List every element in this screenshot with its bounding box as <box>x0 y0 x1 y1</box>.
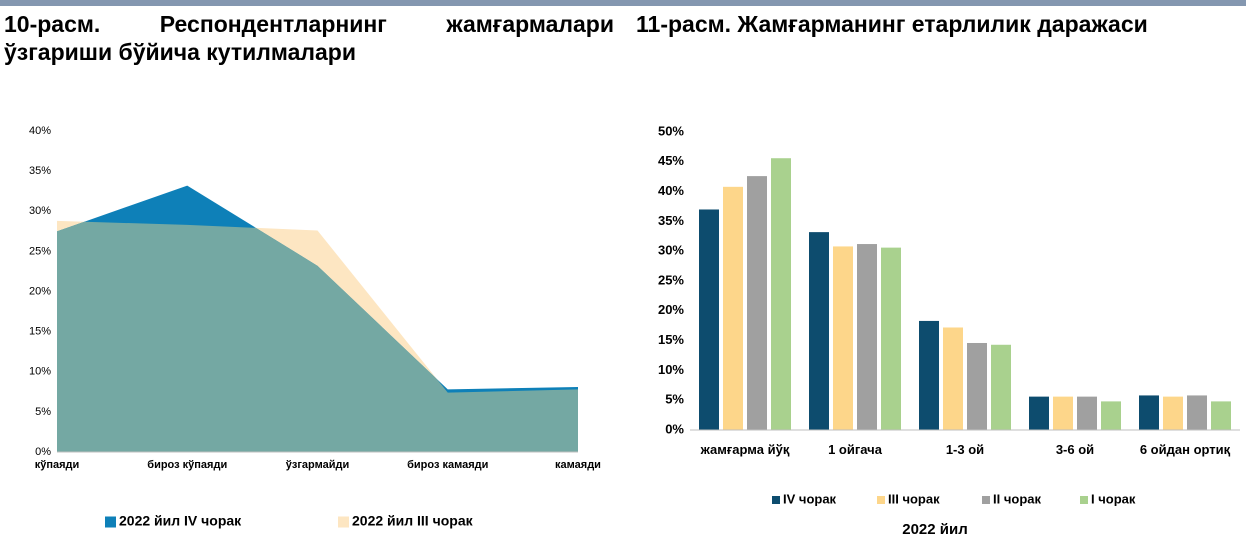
x-tick-label: бироз камаяди <box>407 459 489 471</box>
y-tick-label: 20% <box>658 302 684 317</box>
y-tick-label: 25% <box>658 272 684 287</box>
bar <box>833 246 853 430</box>
chart-title: 11-расм. Жамғарманинг етарлилик даражаси <box>636 11 1148 37</box>
bar <box>991 344 1011 430</box>
bar <box>919 320 939 430</box>
y-tick-label: 40% <box>658 183 684 198</box>
x-tick-label: 6 ойдан ортиқ <box>1139 442 1231 457</box>
x-tick-label: 1 ойгача <box>828 442 882 457</box>
x-tick-label: камаяди <box>555 459 601 471</box>
bar <box>723 186 743 430</box>
bar <box>857 244 877 430</box>
bar <box>967 342 987 430</box>
legend-swatch <box>1080 496 1088 504</box>
legend-swatch <box>877 496 885 504</box>
x-tick-label: жамғарма йўқ <box>700 442 790 457</box>
y-tick-label: 35% <box>658 213 684 228</box>
bar <box>1211 401 1231 430</box>
y-tick-label: 0% <box>35 446 51 458</box>
y-tick-label: 0% <box>665 421 684 436</box>
y-tick-label: 30% <box>658 243 684 258</box>
legend-swatch <box>772 496 780 504</box>
bar <box>699 209 719 430</box>
bar <box>943 327 963 430</box>
y-tick-label: 10% <box>29 366 51 378</box>
top-border <box>0 0 1246 6</box>
chart-title: 10-расм. Респондентларнинг жамғармалари … <box>4 11 614 65</box>
legend-swatch <box>982 496 990 504</box>
y-tick-label: 25% <box>29 245 51 257</box>
bar <box>1077 396 1097 430</box>
x-tick-label: ўзгармайди <box>285 459 350 471</box>
legend-label: 2022 йил IV чорак <box>119 513 242 529</box>
legend-label: II чорак <box>993 491 1041 506</box>
legend-label: IV чорак <box>783 491 837 506</box>
x-axis-title: 2022 йил <box>902 521 968 538</box>
y-tick-label: 20% <box>29 285 51 297</box>
bar <box>1101 401 1121 430</box>
bar <box>771 158 791 430</box>
y-tick-label: 15% <box>658 332 684 347</box>
bar <box>1139 395 1159 430</box>
y-tick-label: 35% <box>29 165 51 177</box>
x-tick-label: 3-6 ой <box>1055 442 1095 457</box>
area-overlap <box>57 220 578 452</box>
x-tick-label: бироз кўпаяди <box>147 459 228 471</box>
x-tick-label: 1-3 ой <box>945 442 985 457</box>
bar <box>809 232 829 430</box>
legend-swatch <box>105 516 116 528</box>
bar <box>1029 396 1049 430</box>
bar <box>1163 396 1183 430</box>
x-tick-label: кўпаяди <box>34 459 80 471</box>
legend-swatch <box>338 516 349 528</box>
legend-label: I чорак <box>1091 491 1136 506</box>
y-tick-label: 5% <box>35 406 51 418</box>
legend-label: III чорак <box>888 491 940 506</box>
bar <box>1053 396 1073 430</box>
y-tick-label: 15% <box>29 326 51 338</box>
legend-label: 2022 йил III чорак <box>352 513 474 529</box>
bar <box>881 247 901 430</box>
bar <box>747 176 767 430</box>
y-tick-label: 40% <box>29 125 51 137</box>
y-tick-label: 50% <box>658 123 684 138</box>
y-tick-label: 10% <box>658 362 684 377</box>
y-tick-label: 5% <box>665 392 684 407</box>
y-tick-label: 30% <box>29 205 51 217</box>
y-tick-label: 45% <box>658 153 684 168</box>
bar <box>1187 395 1207 430</box>
